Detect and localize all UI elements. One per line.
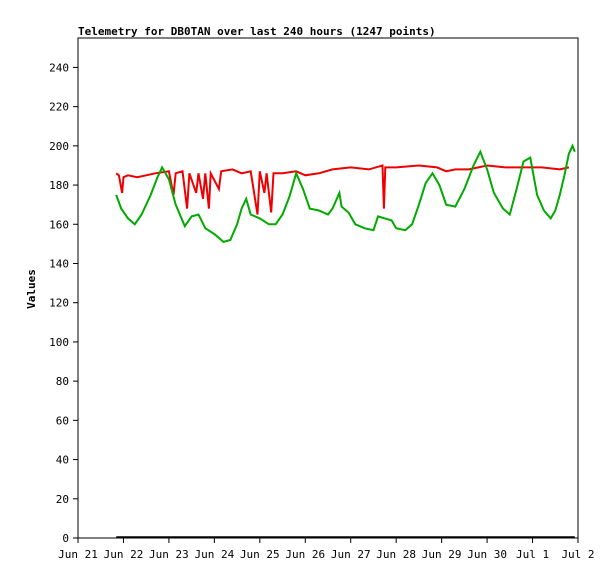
y-tick-label: 120 <box>49 297 69 310</box>
x-tick-label: Jul 2 <box>561 548 594 561</box>
plot-frame <box>77 37 579 539</box>
y-tick-label: 200 <box>49 140 69 153</box>
y-tick-label: 80 <box>56 375 69 388</box>
y-axis-label: Values <box>25 269 38 309</box>
series-line-1 <box>115 143 576 244</box>
y-tick-label: 140 <box>49 257 69 270</box>
y-tick-label: 180 <box>49 179 69 192</box>
x-tick-label: Jun 23 <box>149 548 189 561</box>
y-tick-label: 60 <box>56 414 69 427</box>
x-tick-label: Jul 1 <box>516 548 549 561</box>
y-tick-label: 40 <box>56 454 69 467</box>
x-tick-label: Jun 27 <box>331 548 371 561</box>
x-axis: Jun 21 Jun 22 Jun 23 Jun 24 Jun 25 Jun 26 Jun … <box>58 538 595 561</box>
y-tick-label: 160 <box>49 218 69 231</box>
x-tick-label: Jun 30 <box>467 548 507 561</box>
series-layer <box>115 143 576 539</box>
y-tick-label: 220 <box>49 101 69 114</box>
y-tick-label: 240 <box>49 61 69 74</box>
x-tick-label: Jun 26 <box>285 548 325 561</box>
x-tick-label: Jun 25 <box>240 548 280 561</box>
chart-title: Telemetry for DB0TAN over last 240 hours… <box>78 25 436 38</box>
x-tick-label: Jun 29 <box>422 548 462 561</box>
x-tick-label: Jun 22 <box>104 548 144 561</box>
y-tick-label: 100 <box>49 336 69 349</box>
x-tick-label: Jun 28 <box>376 548 416 561</box>
y-tick-label: 20 <box>56 493 69 506</box>
y-axis: 0 20 40 60 80 100 120 140 160 180 200 220 240 <box>49 61 78 545</box>
x-tick-label: Jun 21 <box>58 548 98 561</box>
y-tick-label: 0 <box>62 532 69 545</box>
x-tick-label: Jun 24 <box>194 548 234 561</box>
